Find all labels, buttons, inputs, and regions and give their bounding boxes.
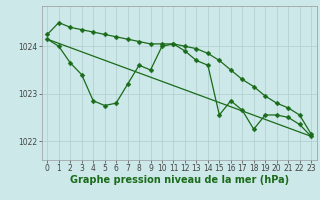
X-axis label: Graphe pression niveau de la mer (hPa): Graphe pression niveau de la mer (hPa) <box>70 175 289 185</box>
